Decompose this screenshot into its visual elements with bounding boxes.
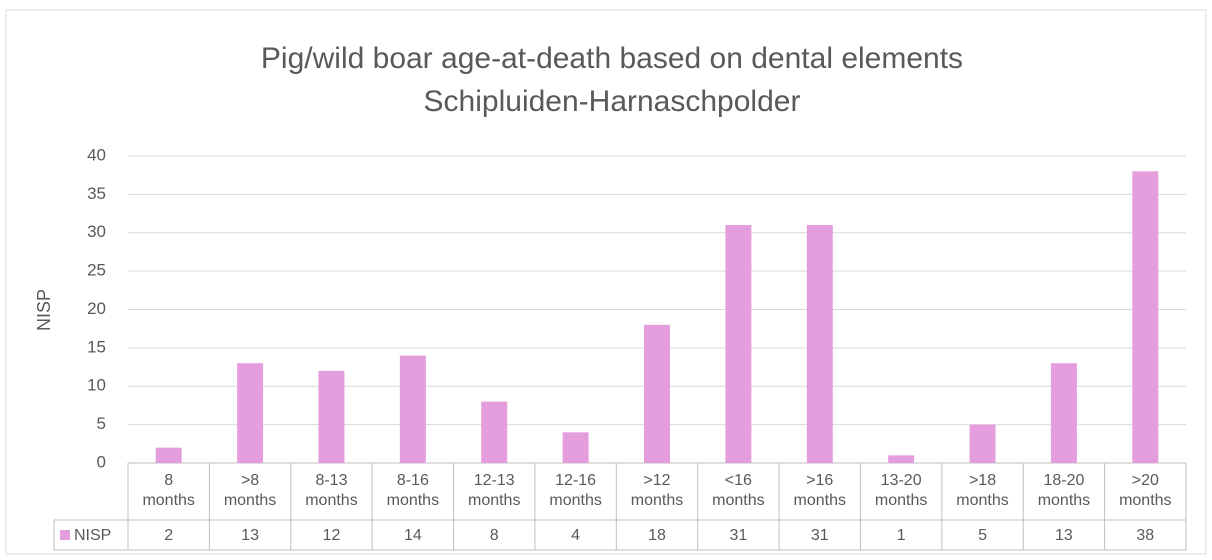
bar	[806, 225, 833, 463]
y-tick-label: 10	[87, 376, 106, 395]
x-tick-label: >12 months	[630, 472, 684, 509]
y-tick-label: 5	[97, 414, 106, 433]
y-tick-label: 20	[87, 299, 106, 318]
bar	[969, 424, 996, 463]
y-axis-label: NISP	[34, 289, 54, 331]
y-tick-label: 30	[87, 222, 106, 241]
legend-label: NISP	[74, 527, 111, 544]
bar	[237, 363, 264, 463]
table-value: 31	[811, 527, 829, 544]
y-tick-label: 15	[87, 337, 106, 356]
x-tick-label: >8 months	[223, 472, 277, 509]
table-value: 13	[1055, 527, 1073, 544]
bar	[481, 401, 508, 463]
bar	[1050, 363, 1077, 463]
table-value: 8	[490, 527, 499, 544]
x-tick-label: >18 months	[956, 472, 1009, 509]
table-value: 2	[164, 527, 173, 544]
table-value: 5	[978, 527, 987, 544]
bar	[155, 447, 182, 463]
y-tick-label: 35	[87, 184, 106, 203]
table-value: 31	[729, 527, 747, 544]
table-value: 12	[323, 527, 341, 544]
x-tick-label: <16 months	[712, 472, 765, 509]
chart-title: Pig/wild boar age-at-death based on dent…	[261, 42, 963, 75]
table-value: 14	[404, 527, 422, 544]
x-tick-label: 18-20 months	[1037, 472, 1091, 509]
x-tick-label: 8 months	[142, 472, 195, 509]
x-tick-label: 8-13 months	[305, 472, 358, 509]
x-tick-label: 13-20 months	[874, 472, 928, 509]
table-value: 18	[648, 527, 666, 544]
bar	[318, 370, 345, 463]
bar	[888, 455, 915, 463]
table-value: 4	[571, 527, 580, 544]
x-tick-label: >20 months	[1119, 472, 1172, 509]
bar	[399, 355, 426, 463]
x-tick-label: 8-16 months	[386, 472, 440, 509]
y-tick-label: 0	[97, 452, 106, 471]
chart-subtitle: Schipluiden-Harnaschpolder	[424, 85, 801, 118]
x-tick-label: >16 months	[793, 472, 846, 509]
legend-key	[60, 530, 70, 540]
y-tick-label: 40	[87, 145, 106, 164]
table-value: 38	[1136, 527, 1154, 544]
bar	[1132, 171, 1159, 463]
bar	[562, 432, 589, 463]
x-tick-label: 12-13 months	[467, 472, 521, 509]
y-tick-label: 25	[87, 261, 106, 280]
table-value: 1	[897, 527, 906, 544]
bar	[644, 324, 670, 463]
bar	[725, 225, 752, 463]
table-value: 13	[241, 527, 259, 544]
x-tick-label: 12-16 months	[549, 472, 602, 509]
